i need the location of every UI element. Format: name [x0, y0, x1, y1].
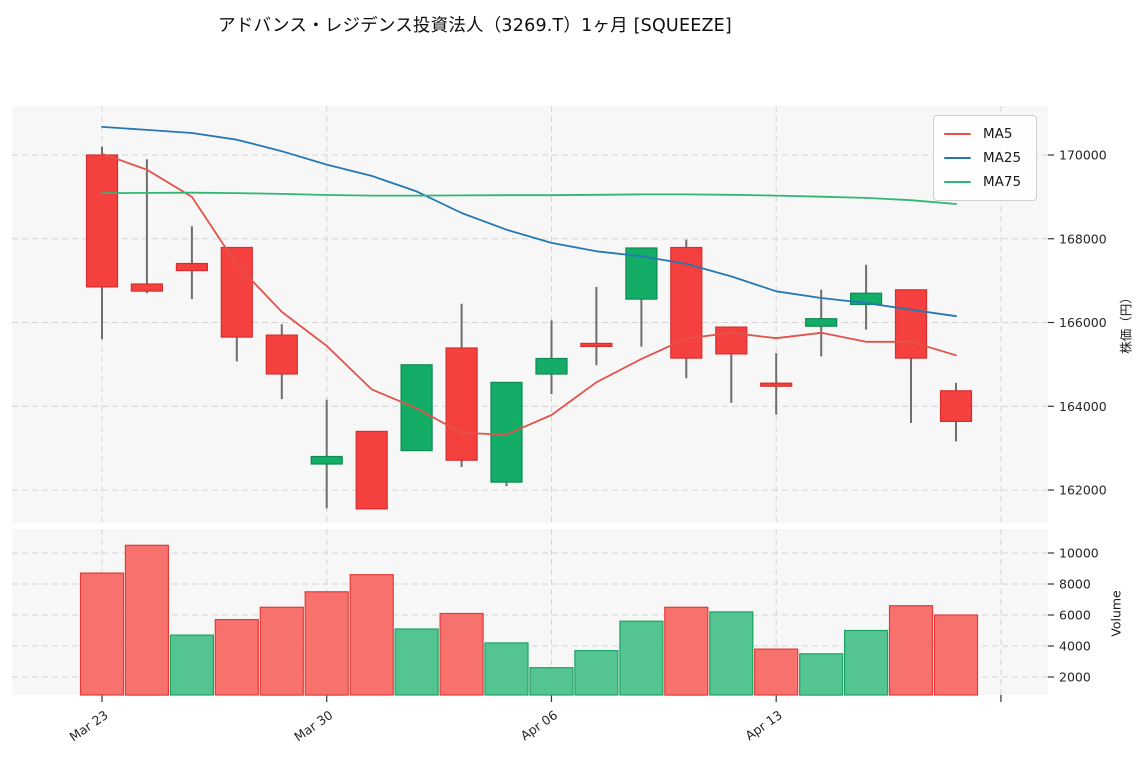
- price-tick-label: 164000: [1059, 399, 1107, 414]
- ma75-line: [101, 191, 957, 205]
- volume-bar: [394, 628, 439, 696]
- volume-bar: [439, 612, 484, 696]
- volume-bar: [214, 618, 259, 696]
- candle-body: [805, 318, 838, 327]
- volume-bar: [709, 611, 754, 696]
- price-tick-label: 162000: [1059, 483, 1107, 498]
- volume-bar: [664, 606, 709, 696]
- ma25-line-swatch: [944, 156, 971, 160]
- volume-bar: [619, 620, 664, 696]
- legend-label: MA75: [983, 174, 1022, 190]
- ma75-line-swatch: [944, 180, 971, 184]
- legend-item-ma5: MA5: [944, 122, 1026, 146]
- candle-body: [939, 390, 973, 422]
- volume-bars-layer: [79, 544, 979, 696]
- candle-body: [849, 292, 883, 306]
- price-tick-label: 168000: [1059, 231, 1107, 246]
- candle-body: [715, 326, 748, 355]
- volume-tick-label: 10000: [1059, 546, 1099, 561]
- candle-body: [130, 283, 163, 292]
- price-tick-label: 170000: [1059, 148, 1107, 163]
- price-tick-label: 166000: [1059, 315, 1107, 330]
- volume-bar: [124, 544, 170, 696]
- candle-body: [310, 455, 343, 465]
- volume-bar: [169, 634, 214, 696]
- candle-body: [445, 347, 478, 461]
- candle-body: [355, 430, 388, 510]
- candle-body: [220, 246, 253, 338]
- candle-body: [894, 289, 928, 359]
- price-panel: [12, 106, 1048, 523]
- ma5-line-swatch: [944, 132, 971, 136]
- volume-bar: [79, 572, 125, 696]
- candle-body: [535, 357, 568, 375]
- volume-bar: [484, 642, 529, 696]
- volume-tick-label: 8000: [1059, 577, 1091, 592]
- legend-label: MA5: [983, 126, 1013, 142]
- date-tick-label: Apr 13: [742, 707, 785, 743]
- volume-axis-title: Volume: [1108, 590, 1124, 637]
- volume-tick-label: 6000: [1059, 608, 1091, 623]
- legend-item-ma25: MA25: [944, 146, 1026, 170]
- volume-bar: [888, 605, 934, 696]
- volume-bar: [349, 574, 394, 696]
- ma5-line: [101, 152, 957, 436]
- date-tick-label: Mar 30: [291, 707, 335, 744]
- ma25-line: [101, 126, 957, 318]
- candle-body: [175, 262, 208, 272]
- volume-tick-label: 2000: [1059, 670, 1091, 685]
- legend-label: MA25: [983, 150, 1022, 166]
- price-axis-title: 株価（円）: [1118, 291, 1134, 354]
- volume-bar: [799, 653, 844, 696]
- volume-bar: [529, 667, 574, 696]
- date-tick-label: Apr 06: [518, 707, 561, 743]
- candle-body: [580, 342, 613, 347]
- volume-bar: [304, 591, 349, 696]
- volume-bar: [843, 629, 889, 696]
- volume-bar: [933, 614, 979, 696]
- chart-title: アドバンス・レジデンス投資法人（3269.T）1ヶ月 [SQUEEZE]: [218, 16, 732, 36]
- candlestick-layer: [85, 146, 973, 510]
- candle-body: [265, 334, 298, 375]
- volume-tick-label: 4000: [1059, 639, 1091, 654]
- volume-bar: [754, 648, 799, 696]
- date-tick-label: Mar 23: [67, 707, 111, 744]
- volume-bar: [259, 606, 304, 696]
- legend-item-ma75: MA75: [944, 170, 1026, 194]
- volume-bar: [574, 649, 619, 696]
- candle-body: [760, 382, 793, 387]
- candle-body: [85, 154, 119, 288]
- candle-body: [490, 381, 523, 483]
- legend: MA5 MA25 MA75: [933, 115, 1037, 201]
